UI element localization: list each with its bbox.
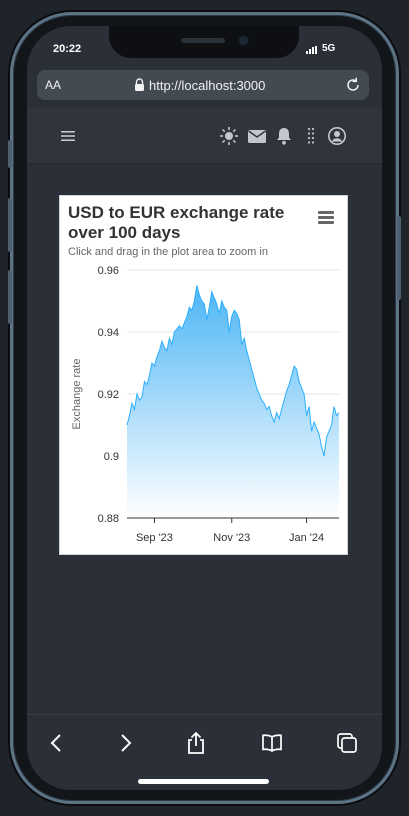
y-tick-label: 0.94: [98, 327, 119, 339]
volume-down-button: [8, 270, 12, 324]
bell-icon[interactable]: [274, 126, 294, 146]
volume-up-button: [8, 198, 12, 252]
chart-plot[interactable]: 0.96 0.94 0.92 0.9 0.88 Sep '23 Nov '23 Jan '24…: [60, 196, 349, 556]
app-header: [27, 108, 382, 164]
tabs-icon[interactable]: [335, 731, 359, 755]
chevron-left-icon[interactable]: [45, 731, 69, 755]
envelope-icon[interactable]: [247, 126, 267, 146]
chart-title: USD to EUR exchange rate over 100 days: [68, 203, 285, 242]
text-size-label: AA: [45, 78, 62, 92]
grip-dots-icon[interactable]: [301, 126, 321, 146]
sun-icon[interactable]: [219, 126, 239, 146]
speaker: [181, 38, 225, 43]
x-tick-label: Sep '23: [136, 532, 173, 544]
user-circle-icon[interactable]: [327, 126, 347, 146]
mute-switch: [8, 140, 12, 168]
chart-container: USD to EUR exchange rate over 100 days C…: [59, 195, 348, 555]
text-size-button[interactable]: AA: [45, 78, 61, 92]
status-bar: 20:22 5G: [27, 26, 382, 66]
chevron-right-icon[interactable]: [113, 731, 137, 755]
lock-icon: [135, 78, 144, 91]
network-type: 5G: [322, 43, 336, 54]
series-area: [127, 285, 339, 518]
front-camera: [237, 34, 250, 47]
hamburger-icon[interactable]: [58, 126, 78, 146]
y-tick-label: 0.9: [104, 451, 119, 463]
y-axis-title: Exchange rate: [71, 359, 83, 430]
screen: 20:22 5G AA http://localhost:3000: [27, 26, 382, 790]
home-indicator: [138, 779, 269, 784]
x-tick-label: Nov '23: [213, 532, 250, 544]
share-icon[interactable]: [184, 731, 208, 755]
power-button: [397, 216, 401, 300]
y-tick-label: 0.88: [98, 513, 119, 525]
y-tick-label: 0.96: [98, 265, 119, 277]
x-tick-label: Jan '24: [289, 532, 324, 544]
reload-icon[interactable]: [344, 76, 362, 94]
chart-context-menu-button[interactable]: [318, 211, 334, 225]
y-tick-label: 0.92: [98, 389, 119, 401]
browser-toolbar: [27, 714, 382, 790]
notch: [109, 26, 299, 58]
series-line: [126, 285, 340, 457]
signal-icon: [306, 46, 317, 54]
url-text[interactable]: http://localhost:3000: [149, 78, 266, 93]
book-icon[interactable]: [260, 731, 284, 755]
status-time: 20:22: [53, 43, 82, 55]
chart-subtitle: Click and drag in the plot area to zoom …: [68, 246, 268, 258]
browser-address-bar[interactable]: AA http://localhost:3000: [37, 70, 369, 100]
